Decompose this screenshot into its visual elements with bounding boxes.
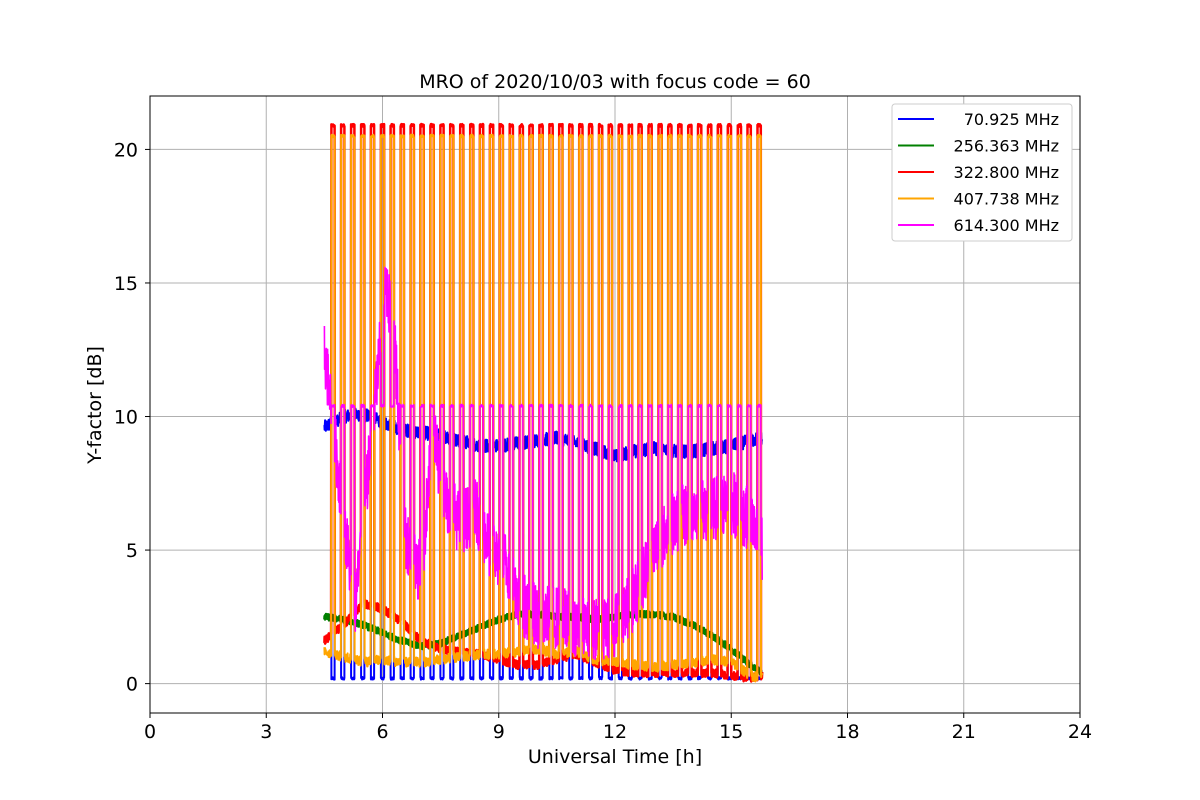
y-tick-label: 20 xyxy=(114,139,138,161)
y-axis-label: Y-factor [dB] xyxy=(84,346,106,465)
ticks: 0 3 6 9 12 15 18 21 24 0 5 10 15 20 xyxy=(114,139,1092,743)
series-line-3 xyxy=(323,122,764,683)
x-tick-label: 0 xyxy=(144,721,156,743)
chart-title: MRO of 2020/10/03 with focus code = 60 xyxy=(419,71,811,93)
series-line-5 xyxy=(323,266,763,661)
x-tick-label: 12 xyxy=(603,721,627,743)
legend-frame xyxy=(891,103,1073,242)
x-tick-label: 18 xyxy=(835,721,859,743)
legend-label: 407.738 MHz xyxy=(954,190,1059,209)
y-tick-label: 10 xyxy=(114,407,138,429)
plot-area xyxy=(323,122,764,683)
y-tick-label: 5 xyxy=(126,540,138,562)
x-tick-label: 9 xyxy=(493,721,505,743)
x-tick-label: 3 xyxy=(260,721,272,743)
x-tick-label: 6 xyxy=(376,721,388,743)
y-tick-label: 15 xyxy=(114,273,138,295)
legend: 70.925 MHz 256.363 MHz 322.800 MHz 407.738 … xyxy=(891,103,1073,242)
series-line-4 xyxy=(323,133,764,683)
y-tick-label: 0 xyxy=(126,674,138,696)
x-tick-label: 21 xyxy=(952,721,976,743)
x-axis-label: Universal Time [h] xyxy=(528,746,702,768)
legend-label: 614.300 MHz xyxy=(954,216,1059,235)
legend-label: 322.800 MHz xyxy=(954,163,1059,182)
x-tick-label: 15 xyxy=(719,721,743,743)
legend-label: 70.925 MHz xyxy=(964,110,1059,129)
legend-label: 256.363 MHz xyxy=(954,137,1059,156)
x-tick-label: 24 xyxy=(1068,721,1092,743)
